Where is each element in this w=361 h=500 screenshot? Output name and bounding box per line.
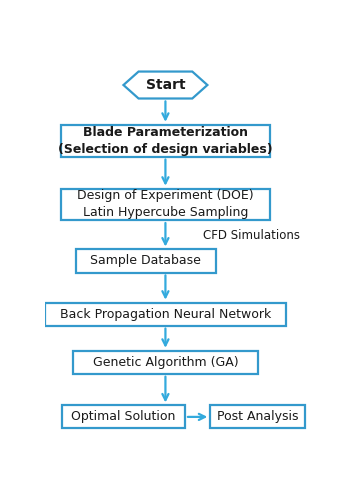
FancyBboxPatch shape xyxy=(61,188,270,220)
Text: Design of Experiment (DOE)
Latin Hypercube Sampling: Design of Experiment (DOE) Latin Hypercu… xyxy=(77,190,254,220)
Text: CFD Simulations: CFD Simulations xyxy=(203,228,300,241)
FancyBboxPatch shape xyxy=(73,350,258,374)
Text: Back Propagation Neural Network: Back Propagation Neural Network xyxy=(60,308,271,320)
Text: Genetic Algorithm (GA): Genetic Algorithm (GA) xyxy=(93,356,238,368)
Text: Blade Parameterization
(Selection of design variables): Blade Parameterization (Selection of des… xyxy=(58,126,273,156)
FancyBboxPatch shape xyxy=(45,302,286,326)
FancyBboxPatch shape xyxy=(210,406,305,428)
Polygon shape xyxy=(123,72,207,99)
Text: Post Analysis: Post Analysis xyxy=(217,410,299,424)
Text: Start: Start xyxy=(145,78,185,92)
FancyBboxPatch shape xyxy=(61,125,270,156)
Text: Sample Database: Sample Database xyxy=(90,254,201,268)
FancyBboxPatch shape xyxy=(62,406,185,428)
FancyBboxPatch shape xyxy=(76,250,216,272)
Text: Optimal Solution: Optimal Solution xyxy=(71,410,176,424)
